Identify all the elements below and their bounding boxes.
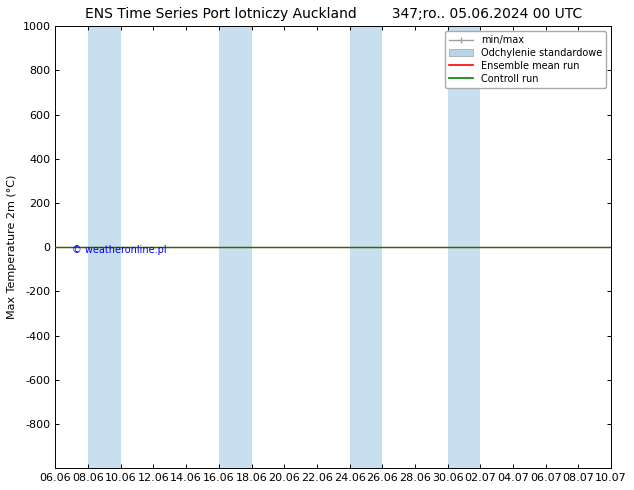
Text: © weatheronline.pl: © weatheronline.pl xyxy=(72,245,166,255)
Legend: min/max, Odchylenie standardowe, Ensemble mean run, Controll run: min/max, Odchylenie standardowe, Ensembl… xyxy=(445,31,606,88)
Bar xyxy=(611,26,634,468)
Bar xyxy=(349,26,382,468)
Bar xyxy=(448,26,481,468)
Title: ENS Time Series Port lotniczy Auckland        347;ro.. 05.06.2024 00 UTC: ENS Time Series Port lotniczy Auckland 3… xyxy=(85,7,582,21)
Bar xyxy=(219,26,252,468)
Y-axis label: Max Temperature 2m (°C): Max Temperature 2m (°C) xyxy=(7,175,17,319)
Bar xyxy=(88,26,120,468)
